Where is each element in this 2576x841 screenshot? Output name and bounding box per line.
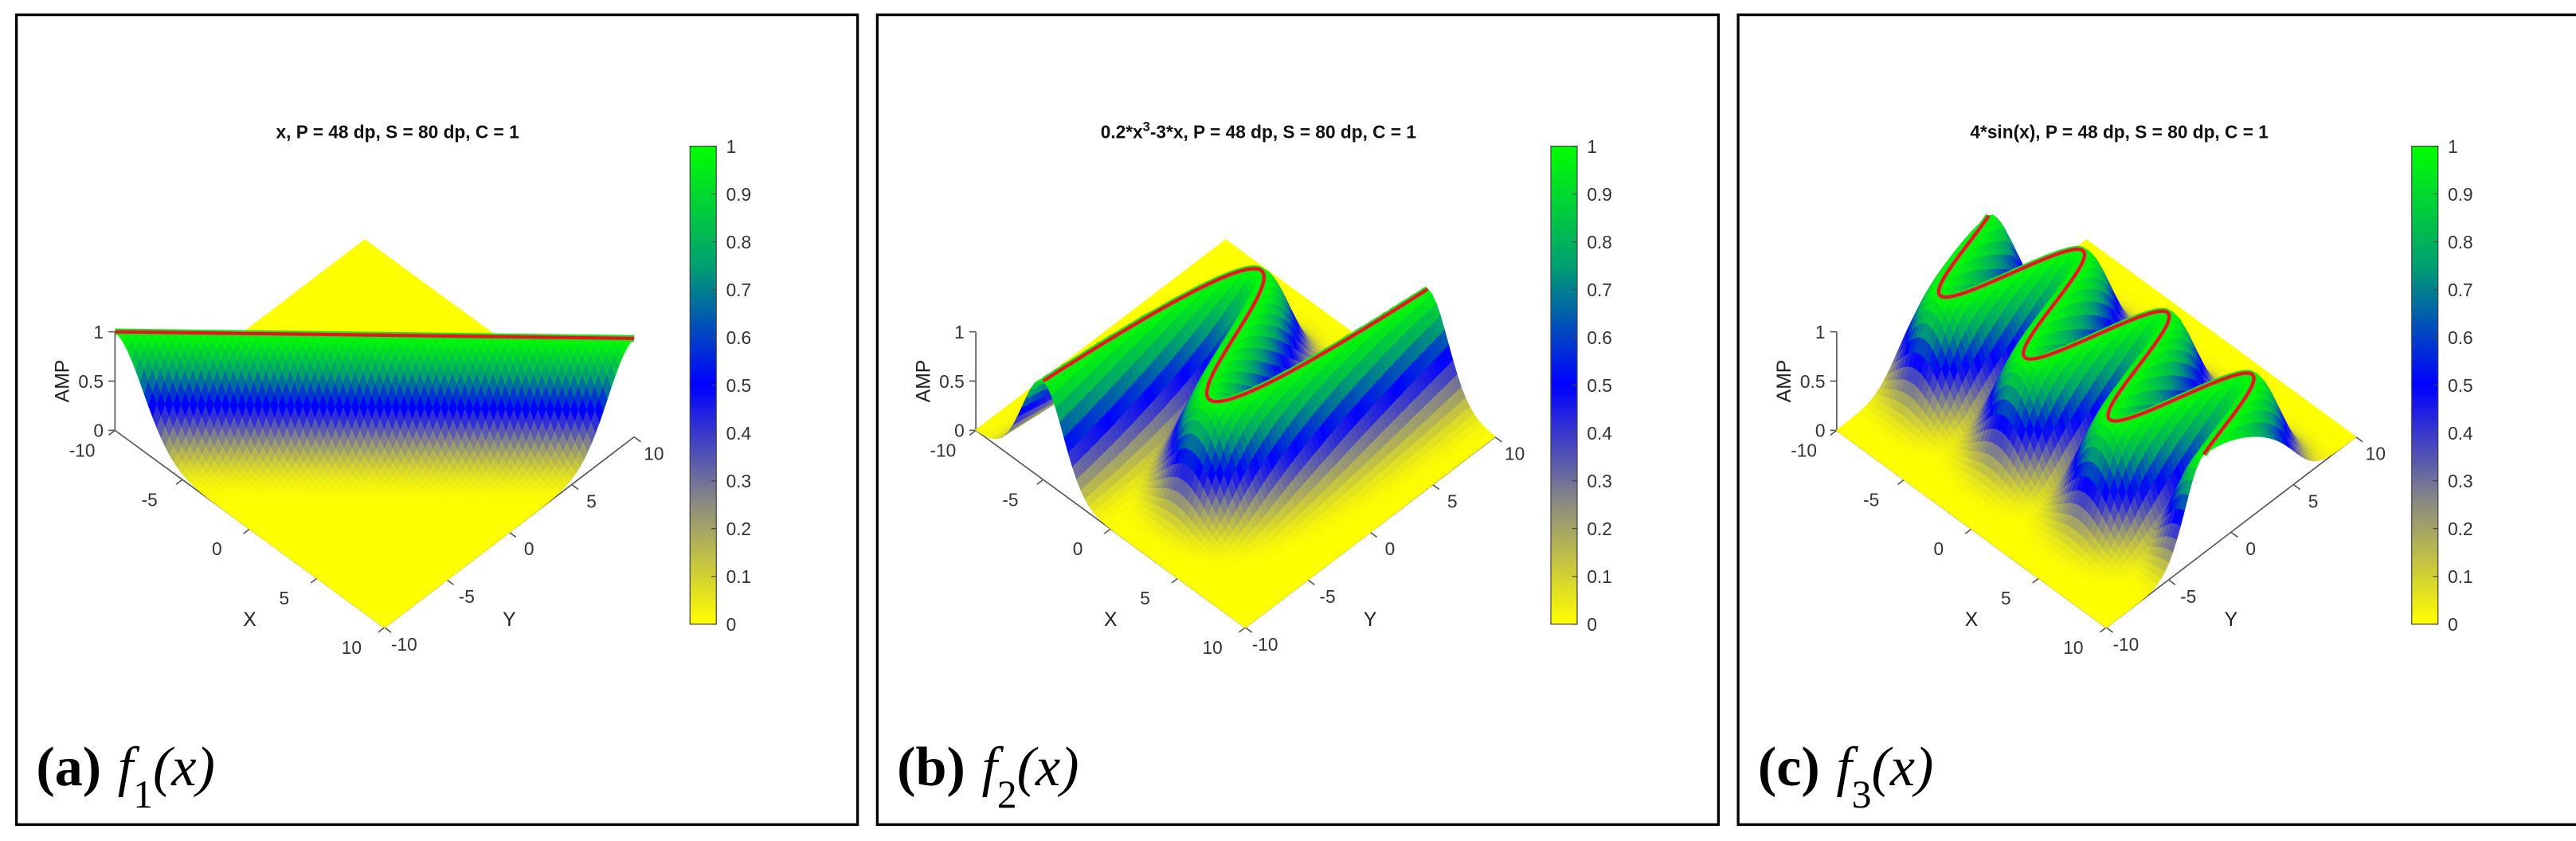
caption-argument: (x)	[153, 737, 215, 798]
title-function: x	[276, 121, 287, 142]
z-tick-label: 0.5	[78, 371, 104, 392]
y-tick-label: -5	[459, 586, 475, 607]
z-tick-label: 0.5	[939, 371, 965, 392]
title-function: -3*x	[1150, 121, 1184, 142]
x-tick-label: -10	[930, 440, 956, 460]
z-axis-label: AMP	[913, 360, 934, 403]
x-tick-label: -10	[69, 440, 96, 460]
y-tick-label: 5	[1447, 491, 1458, 511]
x-tick-label: 10	[1203, 637, 1223, 658]
caption-subscript: 1	[133, 772, 153, 816]
colorbar-tick-label: 0.4	[726, 423, 752, 444]
x-tick-label: 0	[212, 538, 222, 559]
y-tick	[508, 531, 517, 538]
y-tick-label: 5	[586, 491, 597, 511]
panel: x, P = 48 dp, S = 80 dp, C = 1-10-50510-…	[14, 13, 859, 827]
x-tick	[378, 627, 386, 633]
colorbar-tick-label: 1	[726, 136, 737, 157]
y-tick-label: -5	[1319, 586, 1335, 607]
x-tick-label: -5	[142, 489, 158, 510]
y-tick-label: 10	[1505, 444, 1525, 464]
z-axis-label: AMP	[53, 360, 74, 403]
y-tick-label: 0	[1385, 538, 1396, 559]
colorbar-tick-label: 0.8	[726, 232, 752, 252]
z-tick-label: 1	[954, 322, 965, 342]
colorbar-tick-label: 0.7	[726, 280, 752, 300]
colorbar-tick-label: 0	[726, 614, 737, 635]
z-tick-label: 0	[954, 420, 965, 441]
y-tick	[571, 483, 579, 491]
caption-label: (a)	[36, 737, 101, 798]
x-tick	[310, 577, 318, 584]
z-tick-label: 0	[93, 420, 104, 441]
colorbar-tick-label: 0.6	[726, 327, 752, 348]
title-function: 3	[1143, 119, 1150, 134]
x-axis-label: X	[243, 609, 256, 631]
colorbar-tick-label: 0.9	[726, 184, 752, 205]
y-tick-label: 10	[644, 444, 664, 464]
x-tick	[243, 528, 251, 534]
x-tick-label: 5	[280, 588, 290, 608]
y-tick-label: -10	[391, 634, 417, 655]
panel: 0.2*x3-3*x, P = 48 dp, S = 80 dp, C = 1 -…	[875, 13, 1721, 827]
x-tick	[108, 429, 115, 436]
x-axis-label: X	[1104, 609, 1118, 631]
colorbar-tick-label: 0.5	[726, 375, 752, 396]
x-tick-label: 0	[1073, 538, 1083, 559]
y-tick-label: -10	[1252, 634, 1278, 655]
z-tick-label: 1	[93, 322, 104, 342]
x-tick	[175, 479, 183, 485]
chart-title: x, P = 48 dp, S = 80 dp, C = 1	[276, 121, 519, 142]
colorbar-tick-label: 0.2	[726, 518, 752, 539]
y-axis-label: Y	[503, 609, 516, 631]
title-parameters: , P = 48 dp, S = 80 dp, C = 1	[286, 121, 519, 142]
title-parameters: , P = 48 dp, S = 80 dp, C = 1	[1183, 121, 1416, 142]
y-tick-label: 0	[524, 538, 534, 559]
colorbar-tick-label: 0.1	[726, 566, 752, 587]
x-tick-label: 10	[342, 637, 362, 658]
colorbar-tick-label: 0.3	[726, 471, 752, 491]
x-tick-label: 5	[1140, 588, 1150, 608]
title-function: 0.2*x	[1101, 121, 1143, 142]
y-axis-label: Y	[1364, 609, 1377, 631]
y-tick	[384, 627, 392, 633]
y-tick	[633, 436, 642, 443]
x-tick-label: -5	[1002, 489, 1018, 510]
y-tick	[446, 579, 454, 585]
